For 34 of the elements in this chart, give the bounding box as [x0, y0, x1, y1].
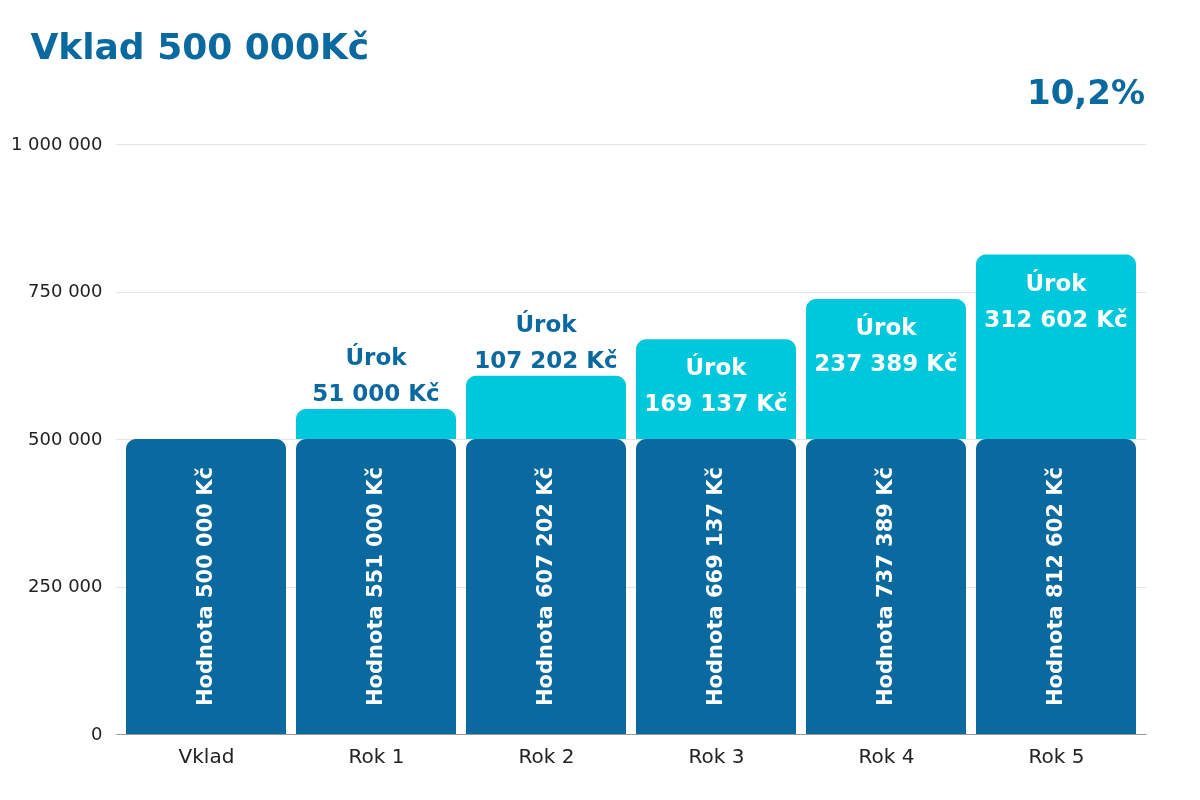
data-label: Úrok 107 202 Kč [474, 309, 618, 373]
x-tick-label: Rok 2 [518, 743, 575, 768]
x-tick-label: Vklad [178, 743, 235, 768]
total-label: Hodnota 812 602 Kč [1043, 467, 1067, 706]
x-tick-label: Rok 5 [1028, 743, 1085, 768]
bar [636, 439, 796, 734]
total-label: Hodnota 607 202 Kč [533, 467, 557, 706]
bar [466, 439, 626, 734]
text: 10,2% [1027, 72, 1145, 112]
total-label: Hodnota 669 137 Kč [703, 467, 727, 706]
total-label: Hodnota 737 389 Kč [873, 467, 897, 706]
data-label: Úrok 312 602 Kč [984, 268, 1128, 332]
bar [806, 439, 966, 734]
y-tick-label: 1 000 000 [10, 132, 103, 154]
bar [296, 439, 456, 734]
y-tick-label: 500 000 [28, 427, 103, 449]
bar [976, 254, 1136, 439]
data-label: Úrok 169 137 Kč [644, 353, 788, 417]
x-tick-label: Rok 1 [348, 743, 405, 768]
data-label: Úrok 51 000 Kč [312, 342, 440, 406]
x-tick-label: Rok 3 [688, 743, 745, 768]
bar [126, 439, 286, 734]
bar [296, 408, 456, 439]
data-label: Úrok 237 389 Kč [814, 312, 958, 376]
y-tick-label: 250 000 [28, 575, 103, 596]
chart-title: Vklad 500 000Kč [30, 26, 370, 67]
total-label: Hodnota 551 000 Kč [363, 467, 387, 706]
y-tick-label: 0 [91, 722, 103, 744]
bar [466, 375, 626, 439]
y-tick-label: 750 000 [28, 280, 103, 301]
x-tick-label: Rok 4 [858, 743, 915, 768]
bar [806, 298, 966, 439]
total-label: Hodnota 500 000 Kč [193, 467, 217, 706]
bar [976, 439, 1136, 734]
